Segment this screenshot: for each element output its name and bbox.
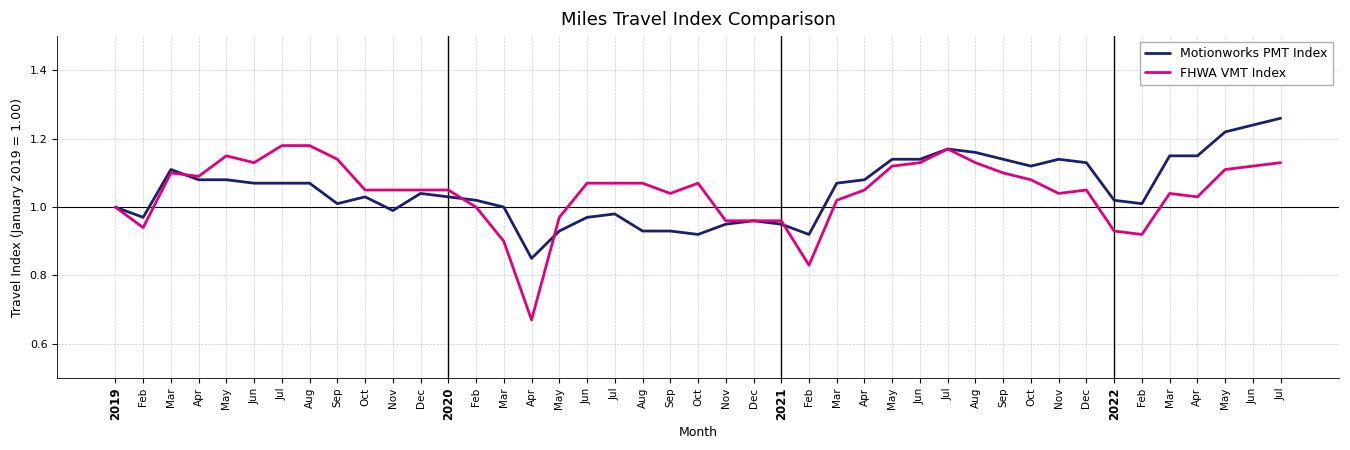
FHWA VMT Index	[1245, 163, 1261, 169]
FHWA VMT Index	[219, 153, 235, 158]
Motionworks PMT Index	[246, 180, 262, 186]
FHWA VMT Index	[246, 160, 262, 165]
Motionworks PMT Index	[1161, 153, 1177, 158]
Motionworks PMT Index	[718, 221, 734, 227]
Motionworks PMT Index	[829, 180, 845, 186]
FHWA VMT Index	[801, 262, 817, 268]
FHWA VMT Index	[662, 191, 678, 196]
FHWA VMT Index	[301, 143, 317, 148]
Motionworks PMT Index	[468, 198, 485, 203]
Motionworks PMT Index	[774, 221, 790, 227]
FHWA VMT Index	[1273, 160, 1289, 165]
Motionworks PMT Index	[1023, 163, 1040, 169]
Motionworks PMT Index	[1218, 129, 1234, 135]
FHWA VMT Index	[995, 170, 1011, 176]
Motionworks PMT Index	[1245, 122, 1261, 128]
FHWA VMT Index	[940, 146, 956, 152]
FHWA VMT Index	[1023, 177, 1040, 182]
FHWA VMT Index	[911, 160, 927, 165]
FHWA VMT Index	[440, 187, 456, 193]
Motionworks PMT Index	[995, 157, 1011, 162]
Motionworks PMT Index	[219, 177, 235, 182]
Motionworks PMT Index	[551, 228, 567, 234]
X-axis label: Month: Month	[679, 426, 717, 439]
FHWA VMT Index	[884, 163, 900, 169]
FHWA VMT Index	[135, 225, 151, 230]
Motionworks PMT Index	[1134, 201, 1150, 207]
Line: FHWA VMT Index: FHWA VMT Index	[115, 146, 1281, 320]
FHWA VMT Index	[468, 204, 485, 210]
Motionworks PMT Index	[884, 157, 900, 162]
Motionworks PMT Index	[1273, 116, 1289, 121]
Motionworks PMT Index	[495, 204, 512, 210]
FHWA VMT Index	[356, 187, 373, 193]
FHWA VMT Index	[107, 204, 123, 210]
FHWA VMT Index	[385, 187, 401, 193]
FHWA VMT Index	[163, 170, 180, 176]
FHWA VMT Index	[718, 218, 734, 224]
FHWA VMT Index	[745, 218, 761, 224]
Motionworks PMT Index	[662, 228, 678, 234]
Motionworks PMT Index	[190, 177, 207, 182]
FHWA VMT Index	[1050, 191, 1066, 196]
FHWA VMT Index	[1134, 232, 1150, 237]
FHWA VMT Index	[190, 174, 207, 179]
FHWA VMT Index	[495, 238, 512, 244]
Motionworks PMT Index	[385, 208, 401, 213]
Motionworks PMT Index	[911, 157, 927, 162]
Motionworks PMT Index	[940, 146, 956, 152]
Motionworks PMT Index	[690, 232, 706, 237]
Motionworks PMT Index	[329, 201, 346, 207]
Y-axis label: Travel Index (January 2019 = 1.00): Travel Index (January 2019 = 1.00)	[11, 98, 24, 317]
Motionworks PMT Index	[356, 194, 373, 199]
FHWA VMT Index	[524, 317, 540, 323]
FHWA VMT Index	[634, 180, 651, 186]
Motionworks PMT Index	[606, 211, 622, 216]
Motionworks PMT Index	[413, 191, 429, 196]
Motionworks PMT Index	[856, 177, 872, 182]
Motionworks PMT Index	[968, 150, 984, 155]
Motionworks PMT Index	[163, 167, 180, 172]
FHWA VMT Index	[968, 160, 984, 165]
Legend: Motionworks PMT Index, FHWA VMT Index: Motionworks PMT Index, FHWA VMT Index	[1141, 42, 1332, 85]
Motionworks PMT Index	[1079, 160, 1095, 165]
FHWA VMT Index	[551, 215, 567, 220]
Motionworks PMT Index	[440, 194, 456, 199]
FHWA VMT Index	[329, 157, 346, 162]
Motionworks PMT Index	[579, 215, 595, 220]
FHWA VMT Index	[606, 180, 622, 186]
FHWA VMT Index	[774, 218, 790, 224]
FHWA VMT Index	[1189, 194, 1206, 199]
Motionworks PMT Index	[1050, 157, 1066, 162]
FHWA VMT Index	[1079, 187, 1095, 193]
FHWA VMT Index	[413, 187, 429, 193]
Motionworks PMT Index	[801, 232, 817, 237]
Motionworks PMT Index	[107, 204, 123, 210]
Motionworks PMT Index	[301, 180, 317, 186]
Motionworks PMT Index	[1106, 198, 1122, 203]
Motionworks PMT Index	[524, 256, 540, 261]
FHWA VMT Index	[829, 198, 845, 203]
Motionworks PMT Index	[274, 180, 290, 186]
FHWA VMT Index	[1161, 191, 1177, 196]
FHWA VMT Index	[274, 143, 290, 148]
FHWA VMT Index	[579, 180, 595, 186]
FHWA VMT Index	[1106, 228, 1122, 234]
FHWA VMT Index	[1218, 167, 1234, 172]
Motionworks PMT Index	[135, 215, 151, 220]
FHWA VMT Index	[690, 180, 706, 186]
FHWA VMT Index	[856, 187, 872, 193]
Line: Motionworks PMT Index: Motionworks PMT Index	[115, 118, 1281, 258]
Motionworks PMT Index	[745, 218, 761, 224]
Motionworks PMT Index	[634, 228, 651, 234]
Title: Miles Travel Index Comparison: Miles Travel Index Comparison	[560, 11, 836, 29]
Motionworks PMT Index	[1189, 153, 1206, 158]
